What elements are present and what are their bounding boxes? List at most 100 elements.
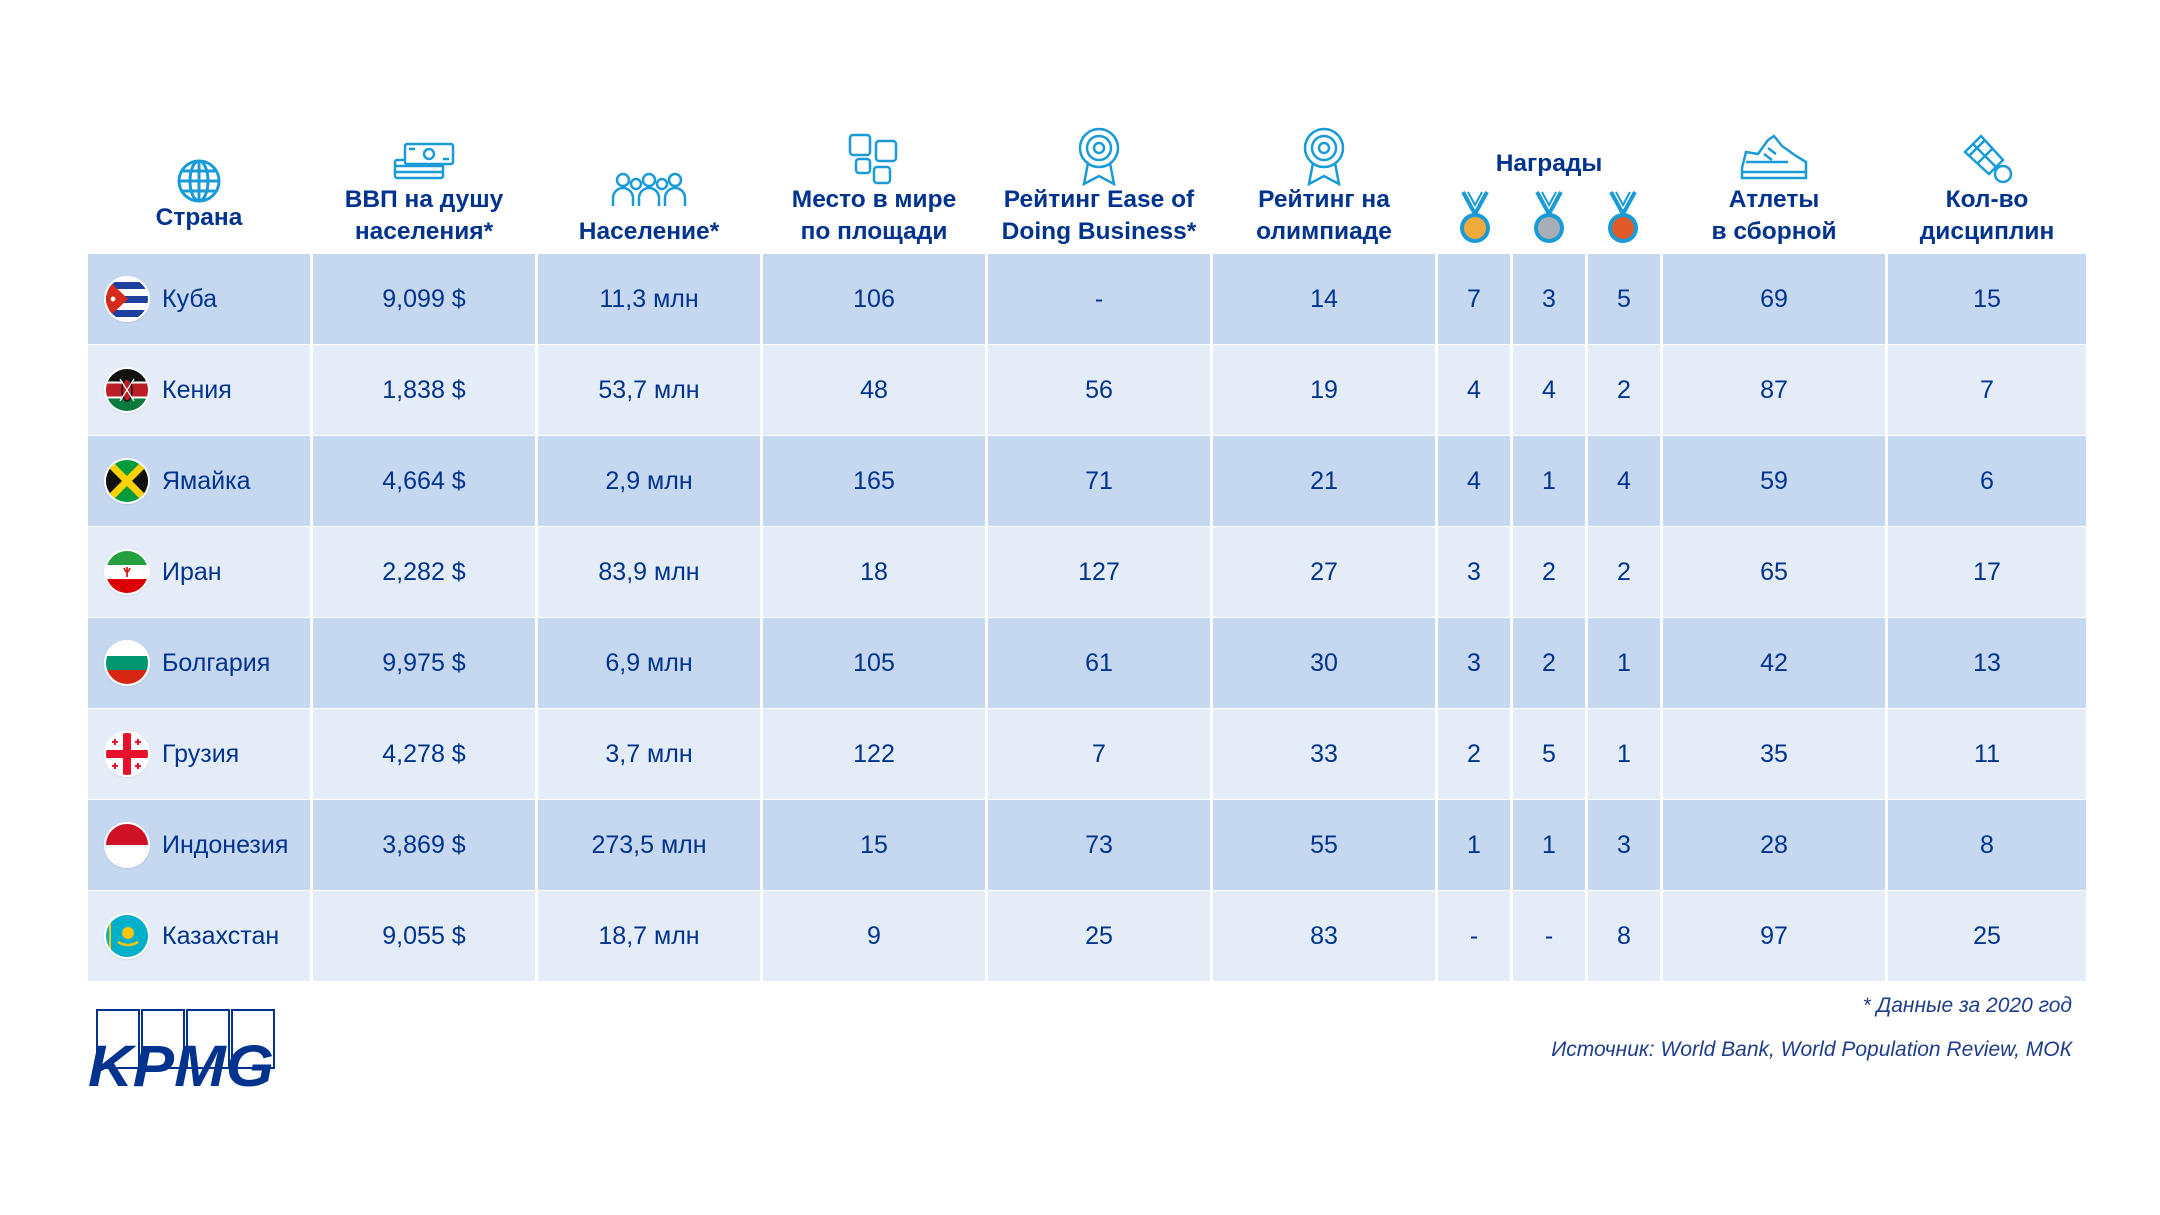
flag-jamaica-icon: [106, 460, 148, 502]
gold-medals-cell: 7: [1438, 254, 1513, 344]
header-population-label: Население*: [578, 218, 720, 245]
table-row: Куба 9,099 $11,3 млн 106-14 7 3 5 69 15: [88, 254, 2086, 344]
source-note: Источник: World Bank, World Population R…: [1551, 1038, 2072, 1061]
olympic-rank-cell: 19: [1213, 345, 1438, 435]
area-rank-cell: 105: [763, 618, 988, 708]
ease-rank-cell: 71: [988, 436, 1213, 526]
gold-medal-icon: [1438, 190, 1512, 246]
athletes-cell: 59: [1663, 436, 1888, 526]
athletes-cell: 28: [1663, 800, 1888, 890]
table-row: Болгария 9,975 $6,9 млн 105 61 30 3 2 1 42 13: [88, 618, 2086, 708]
gdp-cell: 1,838 $: [313, 345, 538, 435]
country-name: Ямайка: [162, 467, 251, 495]
disciplines-cell: 11: [1974, 740, 2000, 768]
flag-georgia-icon: [106, 733, 148, 775]
country-cell: Казахстан: [88, 891, 313, 981]
disciplines-cell: 7: [1980, 376, 1994, 404]
flag-kenya-icon: [106, 369, 148, 411]
country-name: Индонезия: [162, 831, 289, 859]
bronze-medals-cell: 4: [1588, 436, 1663, 526]
ease-rank-cell: -: [988, 254, 1213, 344]
header-country: Страна: [88, 100, 310, 254]
gold-medals-cell: 3: [1438, 527, 1513, 617]
flag-cuba-icon: [106, 278, 148, 320]
population-cell: 53,7 млн: [538, 345, 763, 435]
population-cell: 273,5 млн: [538, 800, 763, 890]
area-rank-cell: 165: [763, 436, 988, 526]
athletes-cell: 35: [1663, 709, 1888, 799]
silver-medals-cell: 3: [1513, 254, 1588, 344]
bronze-medals-cell: 2: [1588, 527, 1663, 617]
population-cell: 18,7 млн: [538, 891, 763, 981]
flag-kazakhstan-icon: [106, 915, 148, 957]
population-cell: 11,3 млн: [538, 254, 763, 344]
rosette-icon: [1074, 126, 1124, 186]
olympic-rank-cell: 55: [1213, 800, 1438, 890]
population-cell: 6,9 млн: [538, 618, 763, 708]
country-name: Кения: [162, 376, 232, 404]
rosette-icon: [1299, 126, 1349, 186]
olympic-stats-table: Страна ВВП на душу населения*: [88, 100, 2086, 982]
disciplines-cell: 13: [1973, 649, 2001, 677]
country-cell: Ямайка: [88, 436, 313, 526]
header-area-rank: Место в мире по площади: [763, 100, 985, 254]
olympic-rank-cell: 83: [1213, 891, 1438, 981]
olympic-rank-cell: 27: [1213, 527, 1438, 617]
table-body: Куба 9,099 $11,3 млн 106-14 7 3 5 69 15 Кения 1,8…: [88, 254, 2086, 981]
disciplines-cell: 8: [1980, 831, 1994, 859]
silver-medals-cell: 1: [1513, 436, 1588, 526]
country-name: Болгария: [162, 649, 271, 677]
gold-medals-cell: -: [1438, 891, 1513, 981]
silver-medals-cell: 2: [1513, 618, 1588, 708]
header-ease-rank: Рейтинг Ease of Doing Business*: [988, 100, 1210, 254]
header-ease-rank-label: Рейтинг Ease of Doing Business*: [1001, 186, 1197, 245]
athletes-cell: 97: [1663, 891, 1888, 981]
disciplines-cell: 6: [1980, 467, 1994, 495]
silver-medal-icon: [1512, 190, 1586, 246]
header-awards: Награды: [1438, 100, 1660, 254]
athletes-cell: 69: [1663, 254, 1888, 344]
population-cell: 2,9 млн: [538, 436, 763, 526]
header-olympic-rank: Рейтинг на олимпиаде: [1213, 100, 1435, 254]
table-header: Страна ВВП на душу населения*: [88, 100, 2086, 254]
area-rank-cell: 15: [763, 800, 988, 890]
header-olympic-rank-label: Рейтинг на олимпиаде: [1256, 186, 1392, 245]
table-row: Казахстан 9,055 $18,7 млн 9 25 83- -8 97 25: [88, 891, 2086, 981]
kpmg-logo: KPMG: [88, 1008, 278, 1099]
bronze-medals-cell: 8: [1588, 891, 1663, 981]
gdp-cell: 9,099 $: [313, 254, 538, 344]
country-cell: Куба: [88, 254, 313, 344]
people-group-icon: [609, 170, 689, 210]
gdp-cell: 4,664 $: [313, 436, 538, 526]
silver-medals-cell: 1: [1513, 800, 1588, 890]
ease-rank-cell: 7: [988, 709, 1213, 799]
table-row: Кения 1,838 $53,7 млн 48 56 19 4 4 2 87 7: [88, 345, 2086, 435]
table-row: Иран 2,282 $83,9 млн 18 127 27 3 2 2 65 17: [88, 527, 2086, 617]
disciplines-cell: 15: [1973, 285, 2001, 313]
ease-rank-cell: 61: [988, 618, 1213, 708]
country-name: Иран: [162, 558, 222, 586]
gold-medals-cell: 4: [1438, 436, 1513, 526]
population-cell: 83,9 млн: [538, 527, 763, 617]
shuttlecock-icon: [1959, 130, 2015, 186]
gdp-cell: 9,055 $: [313, 891, 538, 981]
country-name: Казахстан: [162, 922, 280, 950]
olympic-rank-cell: 33: [1213, 709, 1438, 799]
flag-iran-icon: [106, 551, 148, 593]
header-athletes-label: Атлеты в сборной: [1711, 186, 1837, 245]
country-name: Куба: [162, 285, 217, 313]
squares-icon: [847, 132, 901, 186]
sneaker-icon: [1738, 132, 1810, 184]
money-stack-icon: [389, 140, 459, 182]
header-disciplines: Кол-во дисциплин: [1888, 100, 2086, 254]
disciplines-cell: 25: [1973, 922, 2001, 950]
silver-medals-cell: -: [1513, 891, 1588, 981]
country-cell: Болгария: [88, 618, 313, 708]
gdp-cell: 9,975 $: [313, 618, 538, 708]
header-country-label: Страна: [155, 204, 243, 231]
country-name: Грузия: [162, 740, 240, 768]
ease-rank-cell: 127: [988, 527, 1213, 617]
header-awards-label: Награды: [1495, 150, 1603, 177]
gold-medals-cell: 3: [1438, 618, 1513, 708]
ease-rank-cell: 56: [988, 345, 1213, 435]
